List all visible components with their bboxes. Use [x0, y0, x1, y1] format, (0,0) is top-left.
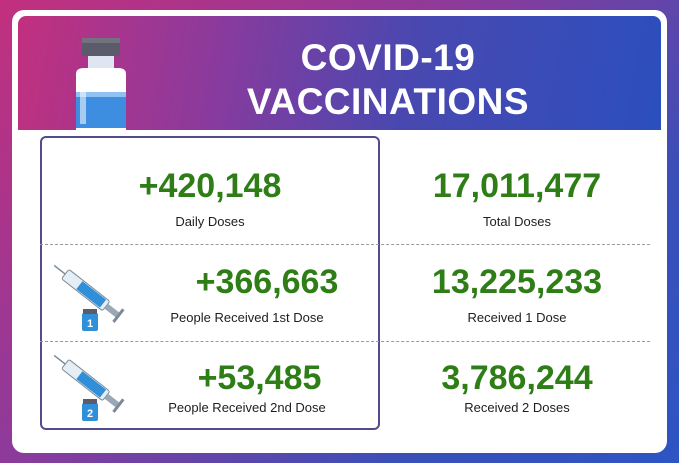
vial-number-1: 1 [87, 318, 93, 330]
row-divider-2 [40, 341, 650, 342]
second-dose-today-label: People Received 2nd Dose [168, 400, 326, 415]
second-dose-today-value: +53,485 [197, 359, 322, 397]
row-divider-1 [40, 244, 650, 245]
total-doses-value: 17,011,477 [432, 167, 602, 205]
daily-doses-label: Daily Doses [175, 214, 245, 229]
daily-doses-value: +420,148 [138, 167, 282, 205]
daily-stats-panel [40, 136, 380, 430]
header-banner: COVID-19 VACCINATIONS [18, 16, 661, 136]
first-dose-today-value: +366,663 [195, 263, 339, 301]
vaccine-bottle-icon [76, 38, 126, 136]
received-1-dose-label: Received 1 Dose [467, 310, 567, 325]
title-line-1: COVID-19 [300, 37, 476, 78]
title-line-2: VACCINATIONS [246, 81, 530, 122]
page-title: COVID-19 VACCINATIONS [218, 36, 558, 124]
syringe-dose-2-icon: 2 [53, 354, 125, 421]
first-dose-today-label: People Received 1st Dose [170, 310, 324, 325]
received-2-doses-value: 3,786,244 [441, 359, 593, 397]
received-2-doses-label: Received 2 Doses [464, 400, 570, 415]
received-1-dose-value: 13,225,233 [431, 263, 603, 301]
vial-number-2: 2 [87, 408, 93, 420]
total-doses-label: Total Doses [483, 214, 551, 229]
infographic-card: COVID-19 VACCINATIONS +420,148 Daily Dos… [12, 10, 667, 453]
syringe-dose-1-icon: 1 [53, 264, 125, 331]
